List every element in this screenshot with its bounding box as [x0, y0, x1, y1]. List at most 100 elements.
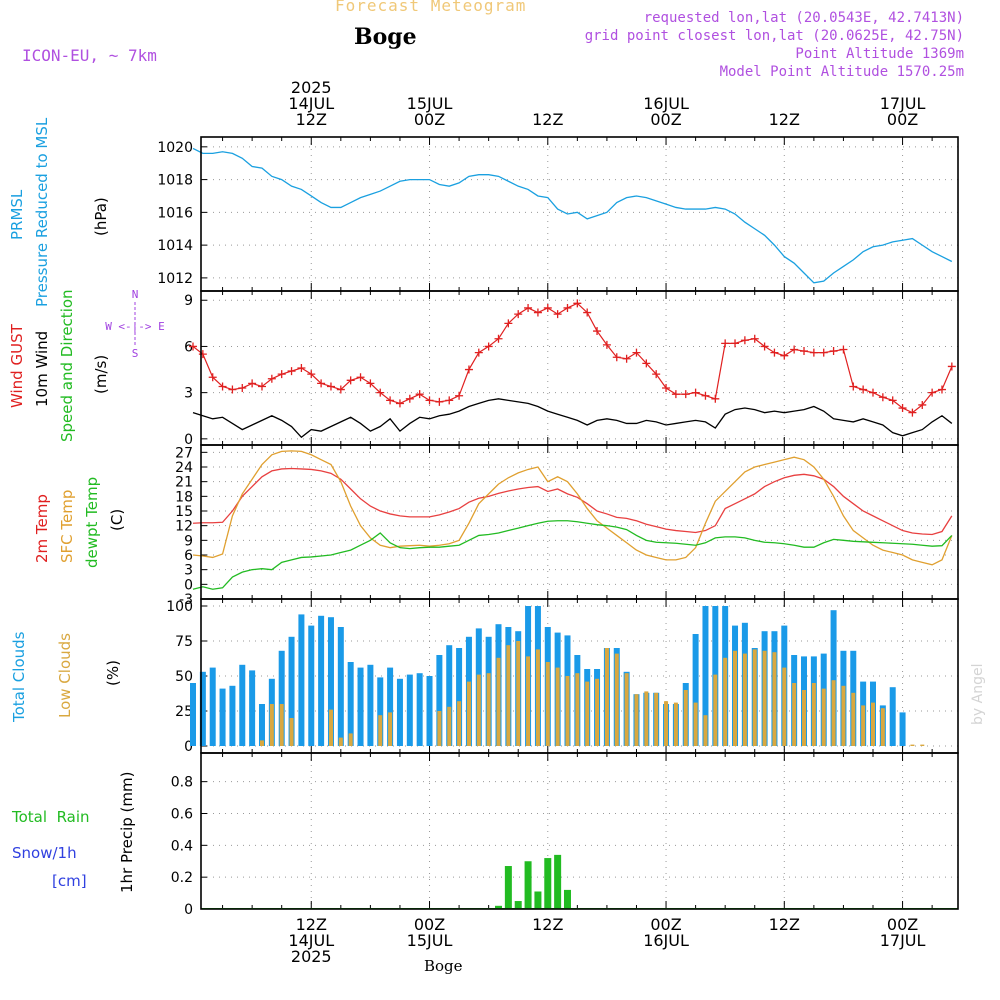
low-cloud-bar: [713, 674, 718, 746]
low-cloud-bar: [604, 648, 609, 746]
top-time-label: 12Z: [532, 110, 563, 129]
low-cloud-bar: [496, 657, 501, 746]
wind-gust-point: [790, 345, 799, 354]
wind-gust-point: [681, 390, 690, 399]
low-cloud-bar: [614, 653, 619, 746]
low-cloud-bar: [388, 712, 393, 746]
wind-gust-point: [839, 345, 848, 354]
wind-gust-point: [800, 347, 809, 356]
wind-gust-point: [405, 394, 414, 403]
precip-legend-item: Snow/1h: [12, 844, 77, 862]
top-time-label: 2025: [291, 78, 332, 97]
point-altitude: Point Altitude 1369m: [795, 46, 964, 62]
wind-gust-point: [859, 385, 868, 394]
rain-bar: [524, 861, 532, 909]
y-tick-label: 0.8: [171, 775, 193, 791]
low-cloud-bar: [466, 681, 471, 746]
wind-gust-point: [514, 310, 523, 319]
wind-gust-point: [868, 388, 877, 397]
wind-gust-point: [937, 385, 946, 394]
low-cloud-bar: [289, 718, 294, 746]
total-cloud-bar: [190, 683, 196, 746]
wind-gust-point: [395, 399, 404, 408]
wind-gust-point: [721, 339, 730, 348]
wind-gust-point: [878, 393, 887, 402]
low-cloud-bar: [565, 676, 570, 746]
wind-gust-point: [819, 348, 828, 357]
2m-temp-line: [192, 467, 953, 536]
low-cloud-bar: [920, 744, 925, 746]
y-tick-label: 21: [175, 475, 193, 491]
panel-frame: [200, 752, 959, 910]
rain-bar: [534, 891, 542, 909]
low-cloud-bar: [486, 673, 491, 746]
wind-gust-point: [642, 359, 651, 368]
low-cloud-bar: [772, 652, 777, 746]
y-tick-label: 75: [175, 634, 193, 650]
wind-gust-point: [809, 348, 818, 357]
low-cloud-bar: [752, 649, 757, 746]
low-cloud-bar: [861, 705, 866, 746]
total-cloud-bar: [436, 655, 443, 746]
low-cloud-bar: [792, 683, 797, 746]
bottom-time-label: 14JUL: [288, 931, 334, 950]
low-cloud-bar: [644, 691, 649, 746]
wind-gust-point: [415, 390, 424, 399]
low-cloud-bar: [910, 744, 915, 746]
y-tick-label: 0.4: [171, 838, 193, 854]
low-cloud-bar: [880, 708, 885, 746]
y-tick-label: 1014: [157, 238, 193, 254]
low-cloud-bar: [851, 692, 856, 746]
total-cloud-bar: [229, 685, 236, 746]
low-cloud-bar: [338, 737, 343, 746]
wind-gust-point: [711, 394, 720, 403]
wind-compass-north: N: [132, 288, 139, 301]
panel-wind: 0 3 6 9: [184, 291, 958, 448]
wind-gust-point: [632, 348, 641, 357]
y-tick-label: 27: [175, 445, 193, 461]
wind-gust-point: [918, 400, 927, 409]
low-cloud-bar: [821, 688, 826, 746]
low-cloud-bar: [841, 685, 846, 746]
wind-gust-point: [494, 334, 503, 343]
low-cloud-bar: [328, 709, 333, 746]
wind-gust-point: [573, 299, 582, 308]
y-tick-label: 100: [166, 599, 193, 615]
low-cloud-bar: [516, 641, 521, 746]
grid-point-coords: grid point closest lon,lat (20.0625E, 42…: [584, 28, 964, 44]
low-cloud-bar: [624, 673, 629, 746]
wind-gust-point: [198, 350, 207, 359]
low-cloud-bar: [673, 702, 678, 746]
bottom-time-label: 15JUL: [407, 931, 453, 950]
top-time-label: 00Z: [414, 110, 445, 129]
top-time-label: 00Z: [650, 110, 681, 129]
wind-compass-south: S: [132, 347, 139, 360]
y-tick-label: 18: [175, 489, 193, 505]
low-cloud-bar: [723, 657, 728, 746]
wind-gust-point: [366, 379, 375, 388]
y-tick-label: 15: [175, 504, 193, 520]
y-tick-label: 50: [175, 669, 193, 685]
total-cloud-bar: [692, 634, 699, 746]
wind-gust-point: [849, 382, 858, 391]
wind-gust-point: [583, 308, 592, 317]
panel-prmsl: 1012 1014 1016 1018 1020: [157, 137, 958, 291]
bottom-time-label: 12Z: [532, 915, 563, 934]
bottom-time-label: 16JUL: [643, 931, 689, 950]
y-tick-label: 0.2: [171, 870, 193, 886]
y-tick-label: 3: [184, 386, 193, 402]
y-tick-label: 1018: [157, 173, 193, 189]
prmsl-line: [192, 147, 953, 284]
wind-gust-point: [257, 382, 266, 391]
wind-gust-point: [829, 347, 838, 356]
wind-gust-point: [455, 391, 464, 400]
wind-gust-point: [228, 385, 237, 394]
wind-gust-point: [524, 303, 533, 312]
low-cloud-bar: [269, 704, 274, 746]
rain-bar: [554, 854, 562, 909]
wind-gust-point: [750, 334, 759, 343]
y-tick-label: 12: [175, 519, 193, 535]
low-cloud-bar: [437, 711, 442, 746]
